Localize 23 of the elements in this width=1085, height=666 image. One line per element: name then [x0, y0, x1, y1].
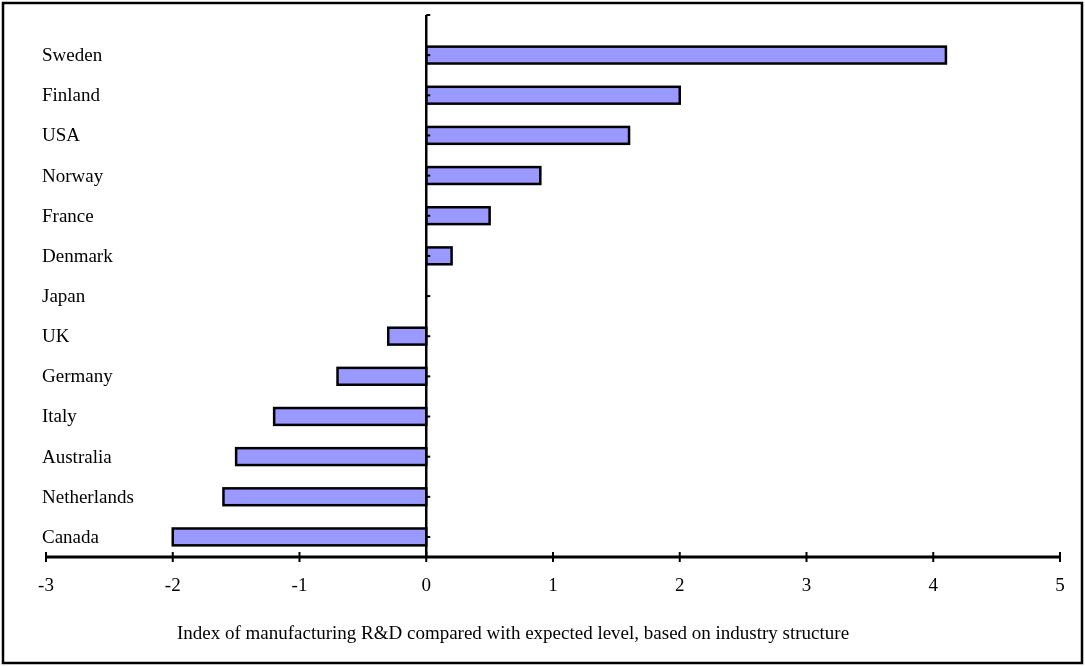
x-tick-label: -2 — [164, 574, 181, 595]
y-tick-label: Japan — [42, 285, 86, 306]
x-tick-label: -3 — [38, 574, 54, 595]
x-tick-label: 1 — [548, 574, 558, 595]
x-tick-label: 3 — [801, 574, 812, 595]
x-tick-label: -1 — [291, 574, 308, 595]
x-tick-label: 4 — [928, 574, 939, 595]
y-tick-label: Denmark — [42, 244, 114, 266]
y-tick-label: Canada — [42, 525, 100, 547]
y-tick-label: Sweden — [42, 44, 103, 66]
y-tick-label: Australia — [42, 445, 113, 467]
y-tick-label: France — [42, 204, 94, 226]
y-tick-label: USA — [42, 124, 81, 146]
y-tick-label: Finland — [42, 84, 101, 106]
y-tick-label: Norway — [42, 164, 104, 186]
y-tick-label: Germany — [42, 365, 114, 387]
x-tick-label: 2 — [675, 574, 685, 595]
y-tick-label: Italy — [42, 405, 78, 427]
x-axis-title: Index of manufacturing R&D compared with expected level, based on industry structure — [176, 622, 850, 643]
x-tick-label: 5 — [1055, 574, 1065, 595]
y-tick-label: Netherlands — [42, 485, 134, 507]
y-tick-label: UK — [42, 325, 70, 347]
x-tick-label: 0 — [421, 574, 431, 595]
